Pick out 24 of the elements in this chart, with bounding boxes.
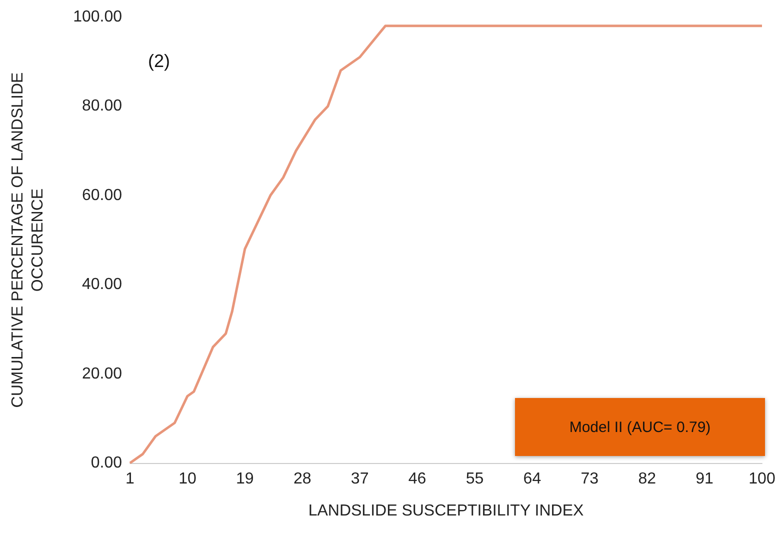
- x-tick-label: 91: [696, 470, 714, 488]
- x-axis-title: LANDSLIDE SUSCEPTIBILITY INDEX: [308, 502, 584, 520]
- x-tick-label: 1: [126, 470, 135, 488]
- x-tick-label: 82: [638, 470, 656, 488]
- label-box: Model II (AUC= 0.79): [515, 398, 765, 456]
- y-tick-label: 80.00: [82, 98, 122, 115]
- y-tick-label: 0.00: [90, 454, 122, 472]
- x-tick-label: 10: [178, 470, 196, 488]
- x-tick-label: 100: [748, 470, 776, 488]
- y-tick-label: 20.00: [82, 365, 122, 382]
- annotation: Model II (AUC= 0.79): [569, 418, 711, 436]
- x-tick-label: 37: [350, 470, 369, 488]
- y-tick-label: 100.00: [73, 8, 122, 26]
- y-axis-title: CUMULATIVE PERCENTAGE OF LANDSLIDE OCCURENCE: [10, 72, 46, 408]
- x-tick-label: 28: [293, 470, 312, 488]
- annotation: (2): [148, 51, 170, 71]
- x-tick-label: 73: [580, 470, 599, 488]
- y-tick-label: 40.00: [82, 276, 122, 294]
- x-tick-label: 46: [408, 470, 426, 488]
- line-series: [128, 24, 764, 464]
- x-tick-label: 55: [466, 470, 484, 488]
- y-tick-label: 60.00: [82, 186, 122, 204]
- x-tick-label: 19: [236, 470, 254, 488]
- x-tick-label: 64: [523, 470, 542, 488]
